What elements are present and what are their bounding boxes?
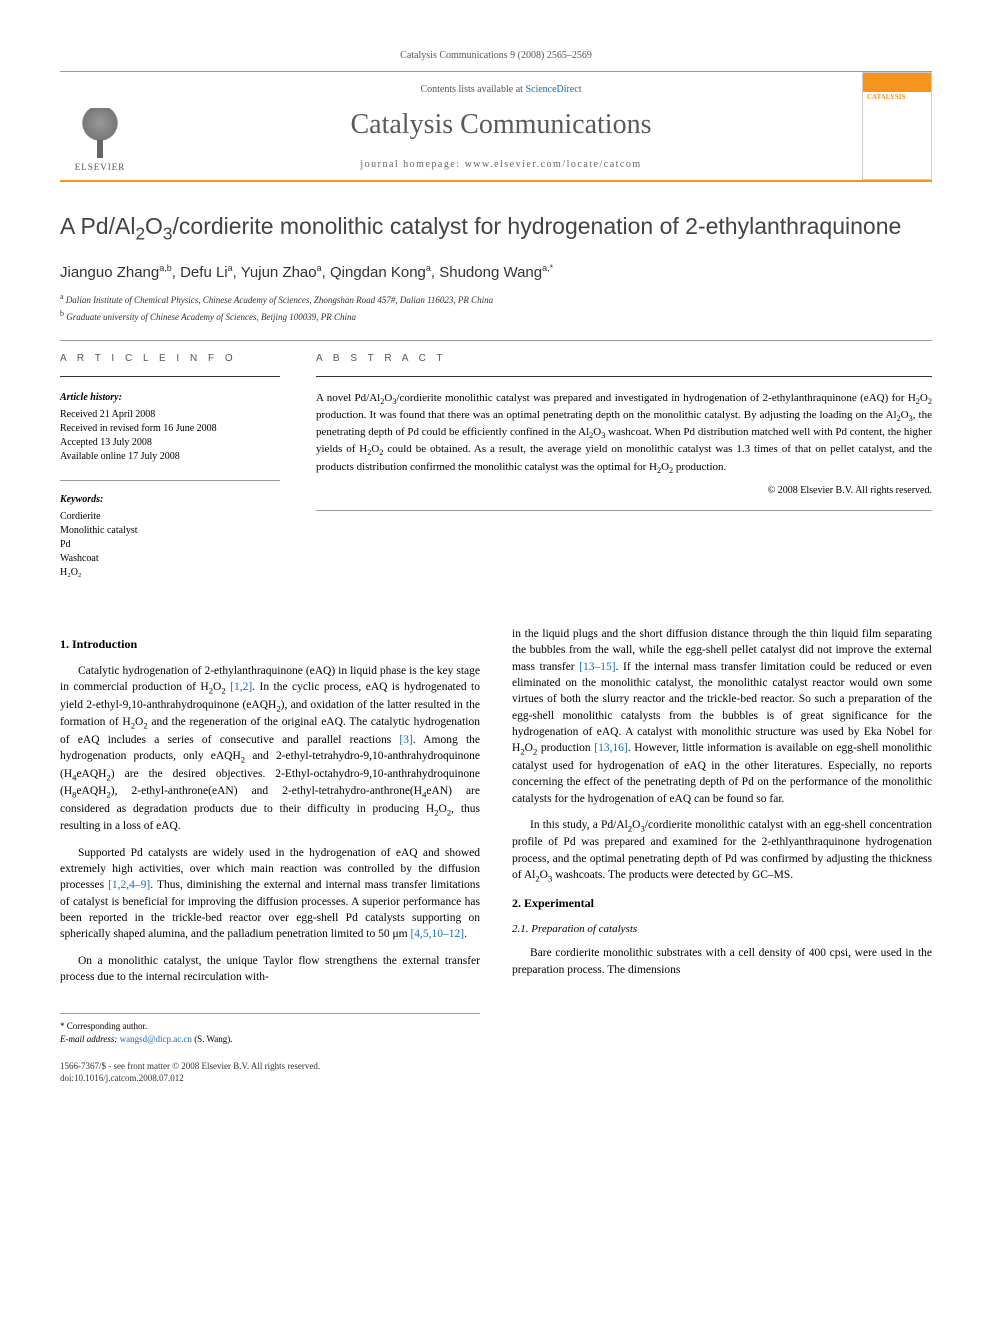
body-paragraph: In this study, a Pd/Al2O3/cordierite mon… — [512, 817, 932, 885]
article-info-label: A R T I C L E I N F O — [60, 353, 280, 364]
body-column-right: in the liquid plugs and the short diffus… — [512, 626, 932, 1085]
citation-line: Catalysis Communications 9 (2008) 2565–2… — [60, 50, 932, 61]
body-paragraph: in the liquid plugs and the short diffus… — [512, 626, 932, 807]
keyword: Monolithic catalyst — [60, 524, 280, 538]
authors-line: Jianguo Zhanga,b, Defu Lia, Yujun Zhaoa,… — [60, 263, 932, 281]
abstract-label: A B S T R A C T — [316, 353, 932, 364]
page-root: Catalysis Communications 9 (2008) 2565–2… — [0, 0, 992, 1135]
keyword: Washcoat — [60, 552, 280, 566]
doi-line: doi:10.1016/j.catcom.2008.07.012 — [60, 1072, 480, 1085]
affiliation: b Graduate university of Chinese Academy… — [60, 308, 932, 325]
homepage-url: www.elsevier.com/locate/catcom — [465, 159, 642, 170]
affiliation: a Dalian Institute of Chemical Physics, … — [60, 291, 932, 308]
elsevier-logo: ELSEVIER — [60, 72, 140, 180]
homepage-line: journal homepage: www.elsevier.com/locat… — [140, 159, 862, 170]
email-label: E-mail address: — [60, 1034, 117, 1044]
experimental-heading: 2. Experimental — [512, 895, 932, 912]
divider — [60, 376, 280, 377]
body-column-left: 1. Introduction Catalytic hydrogenation … — [60, 626, 480, 1085]
history-item: Received in revised form 16 June 2008 — [60, 422, 280, 436]
elsevier-tree-icon — [75, 108, 125, 158]
journal-cover-thumbnail — [862, 72, 932, 180]
divider — [60, 340, 932, 341]
article-info-column: A R T I C L E I N F O Article history: R… — [60, 353, 280, 596]
article-title: A Pd/Al2O3/cordierite monolithic catalys… — [60, 212, 932, 245]
corresponding-label: * Corresponding author. — [60, 1020, 480, 1033]
article-history-block: Article history: Received 21 April 2008 … — [60, 391, 280, 464]
sciencedirect-link[interactable]: ScienceDirect — [525, 84, 581, 95]
header-middle: Contents lists available at ScienceDirec… — [140, 72, 862, 180]
history-title: Article history: — [60, 391, 280, 405]
keywords-block: Keywords: Cordierite Monolithic catalyst… — [60, 493, 280, 580]
email-line: E-mail address: wangsd@dicp.ac.cn (S. Wa… — [60, 1033, 480, 1046]
body-columns: 1. Introduction Catalytic hydrogenation … — [60, 626, 932, 1085]
preparation-subheading: 2.1. Preparation of catalysts — [512, 922, 932, 938]
affiliations-block: a Dalian Institute of Chemical Physics, … — [60, 291, 932, 324]
abstract-text: A novel Pd/Al2O3/cordierite monolithic c… — [316, 391, 932, 477]
journal-header-box: ELSEVIER Contents lists available at Sci… — [60, 71, 932, 182]
keyword: Pd — [60, 538, 280, 552]
elsevier-text: ELSEVIER — [75, 162, 126, 172]
divider — [60, 480, 280, 481]
body-paragraph: Catalytic hydrogenation of 2-ethylanthra… — [60, 663, 480, 835]
history-item: Received 21 April 2008 — [60, 408, 280, 422]
contents-prefix: Contents lists available at — [420, 84, 525, 95]
keyword: Cordierite — [60, 510, 280, 524]
body-paragraph: On a monolithic catalyst, the unique Tay… — [60, 953, 480, 986]
corresponding-email-link[interactable]: wangsd@dicp.ac.cn — [120, 1034, 192, 1044]
history-item: Accepted 13 July 2008 — [60, 436, 280, 450]
divider — [316, 376, 932, 377]
info-abstract-row: A R T I C L E I N F O Article history: R… — [60, 353, 932, 596]
issn-line: 1566-7367/$ - see front matter © 2008 El… — [60, 1060, 480, 1073]
divider — [316, 510, 932, 511]
body-paragraph: Bare cordierite monolithic substrates wi… — [512, 945, 932, 978]
email-suffix: (S. Wang). — [194, 1034, 232, 1044]
journal-name: Catalysis Communications — [140, 109, 862, 141]
doi-block: 1566-7367/$ - see front matter © 2008 El… — [60, 1060, 480, 1085]
homepage-prefix: journal homepage: — [360, 159, 464, 170]
intro-heading: 1. Introduction — [60, 636, 480, 653]
keyword: H₂O₂ — [60, 566, 280, 580]
abstract-copyright: © 2008 Elsevier B.V. All rights reserved… — [316, 485, 932, 496]
keywords-title: Keywords: — [60, 493, 280, 507]
corresponding-author-note: * Corresponding author. E-mail address: … — [60, 1013, 480, 1045]
history-item: Available online 17 July 2008 — [60, 450, 280, 464]
body-paragraph: Supported Pd catalysts are widely used i… — [60, 845, 480, 943]
contents-available-line: Contents lists available at ScienceDirec… — [140, 84, 862, 95]
abstract-column: A B S T R A C T A novel Pd/Al2O3/cordier… — [316, 353, 932, 596]
